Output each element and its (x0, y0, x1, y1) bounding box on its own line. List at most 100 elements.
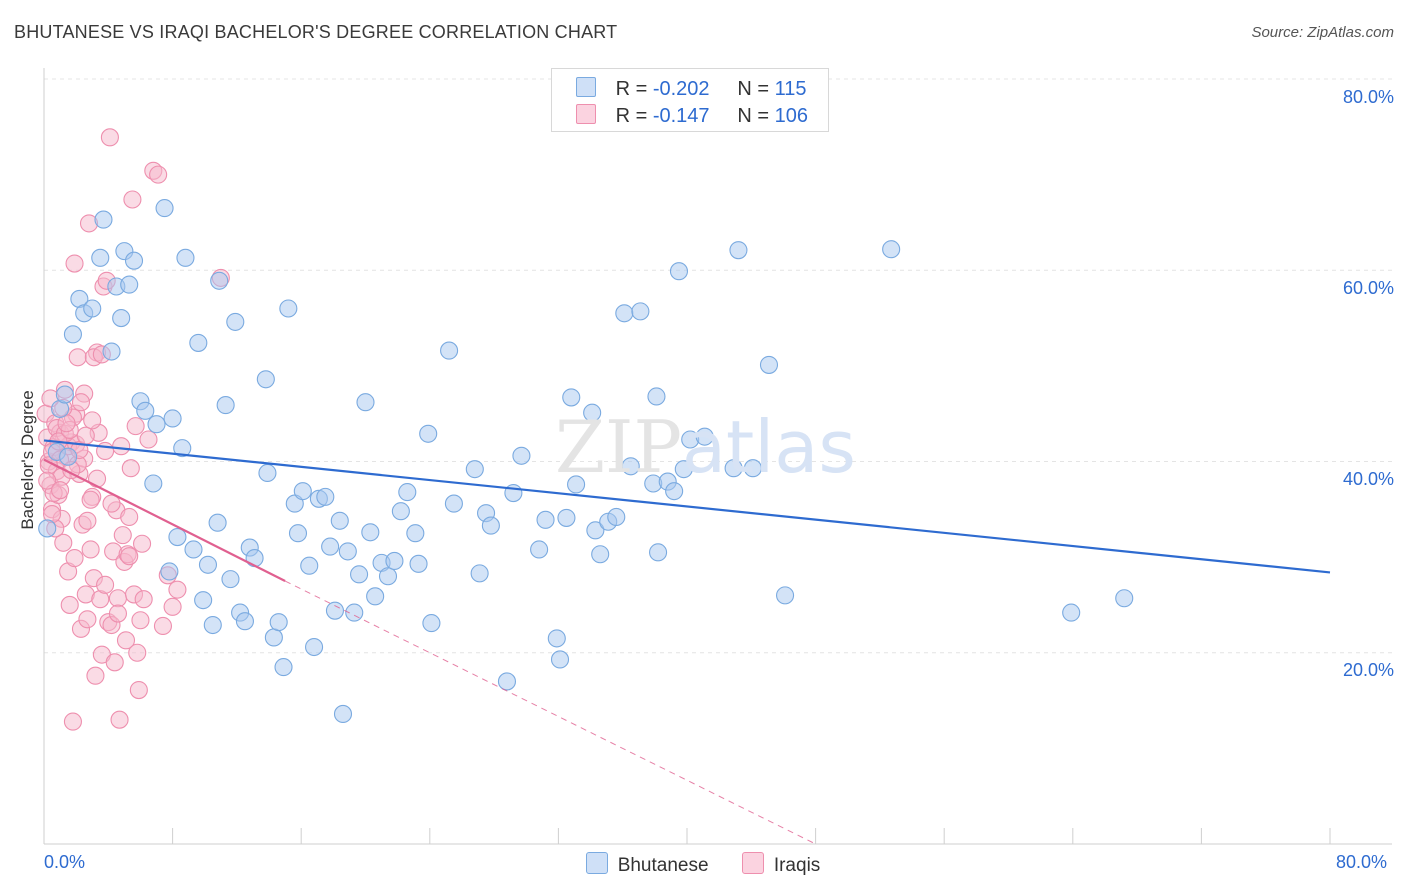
data-point-iraqis (128, 643, 147, 662)
data-point-bhutanese (91, 248, 110, 267)
data-point-bhutanese (385, 551, 404, 571)
data-point-iraqis (60, 595, 79, 614)
data-point-bhutanese (189, 333, 208, 352)
data-point-bhutanese (882, 240, 901, 259)
data-point-bhutanese (440, 341, 459, 360)
data-point-iraqis (83, 411, 102, 430)
data-point-bhutanese (198, 555, 218, 574)
data-point-bhutanese (562, 388, 581, 407)
y-axis-label: Bachelor's Degree (18, 390, 37, 530)
data-point-bhutanese (63, 325, 82, 344)
series-label-iraqis: Iraqis (773, 855, 821, 876)
data-point-iraqis (81, 540, 100, 559)
data-point-bhutanese (144, 474, 163, 493)
data-point-iraqis (168, 580, 187, 599)
data-point-bhutanese (406, 524, 425, 543)
data-point-bhutanese (279, 299, 298, 318)
data-point-bhutanese (83, 299, 102, 318)
data-point-iraqis (133, 534, 152, 553)
data-point-bhutanese (776, 586, 795, 605)
data-point-iraqis (126, 417, 145, 436)
data-point-bhutanese (409, 554, 428, 573)
data-point-bhutanese (210, 271, 229, 290)
legend-r-value: -0.202 (652, 78, 710, 100)
data-point-bhutanese (124, 251, 144, 270)
data-point-iraqis (81, 490, 100, 509)
data-point-bhutanese (356, 393, 375, 412)
data-point-bhutanese (497, 672, 517, 691)
data-point-bhutanese (305, 637, 324, 657)
series-swatch-bhutanese (585, 852, 608, 874)
data-point-iraqis (96, 575, 115, 594)
data-point-bhutanese (391, 502, 410, 521)
data-point-iraqis (38, 471, 57, 490)
data-point-bhutanese (321, 537, 340, 556)
series-legend: Bhutanese Iraqis (0, 852, 1406, 877)
data-point-bhutanese (208, 513, 227, 532)
legend-row-iraqis: R = -0.147 N = 106 (576, 104, 808, 127)
legend-r-value: -0.147 (652, 105, 710, 127)
data-point-bhutanese (330, 511, 349, 530)
data-point-bhutanese (194, 591, 213, 610)
data-point-bhutanese (245, 549, 264, 568)
trendline-iraqis (43, 458, 286, 583)
data-point-iraqis (78, 511, 97, 530)
data-point-bhutanese (444, 494, 463, 513)
legend-swatch-iraqis (576, 104, 596, 124)
data-point-iraqis (120, 547, 139, 566)
data-point-bhutanese (226, 312, 245, 331)
legend-r-label: R = (615, 78, 648, 100)
data-point-bhutanese (316, 487, 335, 506)
data-point-iraqis (87, 469, 107, 488)
legend-row-bhutanese: R = -0.202 N = 115 (576, 77, 807, 100)
data-point-iraqis (110, 710, 129, 729)
data-point-bhutanese (743, 459, 762, 478)
legend-n-value: 106 (774, 105, 808, 127)
data-point-bhutanese (160, 562, 179, 581)
data-point-iraqis (54, 533, 73, 552)
data-point-bhutanese (631, 302, 650, 321)
watermark-atlas: atlas (681, 405, 856, 489)
x-tick-label-min: 0.0% (44, 852, 86, 872)
data-point-bhutanese (647, 387, 666, 406)
legend-r-label: R = (615, 105, 648, 127)
data-point-bhutanese (669, 262, 689, 281)
data-point-iraqis (76, 426, 95, 445)
trendline-bhutanese (43, 439, 1331, 574)
data-point-bhutanese (333, 704, 353, 724)
chart-title: BHUTANESE VS IRAQI BACHELOR'S DEGREE COR… (14, 22, 618, 42)
data-point-bhutanese (547, 629, 566, 648)
data-point-iraqis (120, 507, 139, 527)
data-point-iraqis (153, 616, 173, 636)
data-point-iraqis (86, 666, 105, 685)
data-point-bhutanese (557, 508, 576, 527)
data-point-iraqis (139, 430, 158, 449)
data-point-bhutanese (55, 385, 74, 404)
data-point-bhutanese (168, 527, 187, 547)
data-point-iraqis (129, 680, 148, 700)
data-point-iraqis (51, 481, 70, 500)
data-point-bhutanese (422, 614, 441, 633)
y-tick-label-80: 80.0% (1342, 87, 1394, 107)
data-point-bhutanese (378, 567, 398, 586)
data-point-bhutanese (724, 459, 743, 478)
data-point-bhutanese (345, 603, 364, 622)
series-label-bhutanese: Bhutanese (617, 855, 709, 876)
data-point-bhutanese (729, 241, 748, 260)
data-point-bhutanese (419, 424, 438, 443)
data-point-bhutanese (216, 396, 235, 415)
data-point-bhutanese (586, 521, 605, 540)
legend-n-value: 115 (774, 78, 807, 100)
data-point-iraqis (108, 589, 127, 608)
data-point-bhutanese (258, 463, 277, 483)
data-point-iraqis (102, 494, 121, 513)
data-point-bhutanese (366, 587, 385, 606)
data-point-iraqis (134, 590, 153, 609)
data-point-iraqis (113, 526, 132, 545)
data-point-bhutanese (293, 482, 312, 501)
data-point-bhutanese (269, 613, 288, 632)
data-point-iraqis (121, 459, 140, 478)
data-point-bhutanese (176, 248, 195, 267)
data-point-bhutanese (184, 540, 203, 559)
